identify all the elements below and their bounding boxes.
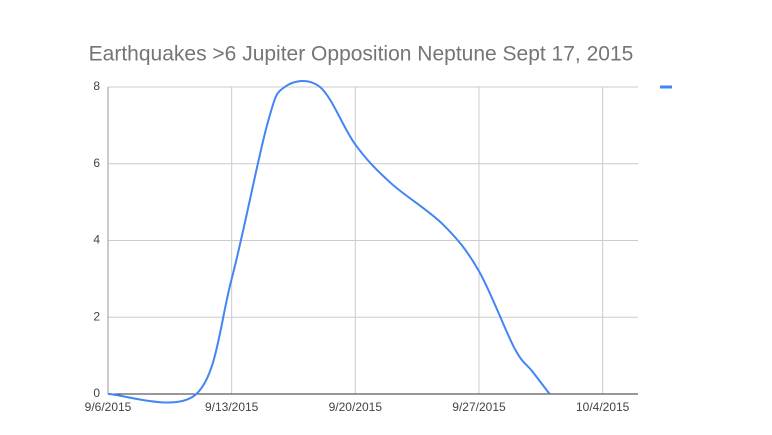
y-tick-label: 6 <box>93 156 100 170</box>
x-tick-label: 9/20/2015 <box>329 400 383 414</box>
y-tick-label: 8 <box>93 79 100 93</box>
x-tick-label: 9/6/2015 <box>85 400 132 414</box>
x-tick-label: 9/13/2015 <box>205 400 259 414</box>
y-tick-label: 4 <box>93 233 100 247</box>
x-tick-label: 9/27/2015 <box>452 400 506 414</box>
x-tick-label: 10/4/2015 <box>576 400 630 414</box>
y-tick-label: 0 <box>93 386 100 400</box>
y-tick-label: 2 <box>93 309 100 323</box>
line-series <box>107 80 551 404</box>
chart-title: Earthquakes >6 Jupiter Opposition Neptun… <box>89 43 634 66</box>
